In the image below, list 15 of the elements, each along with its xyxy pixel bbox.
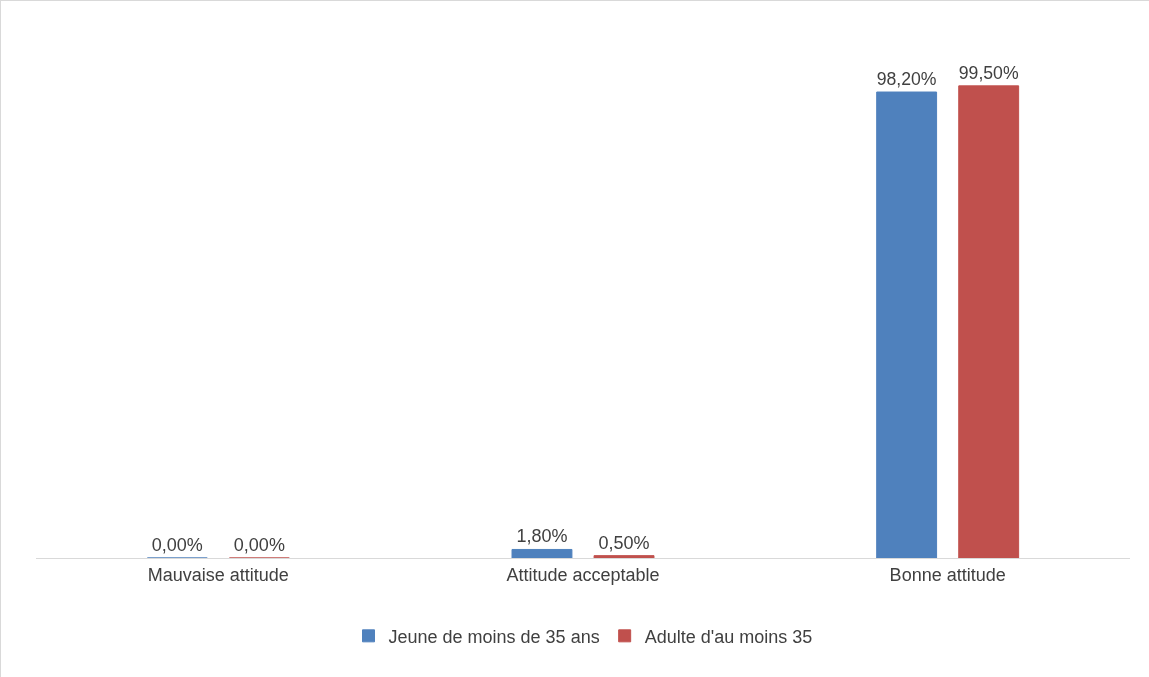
bar — [958, 85, 1020, 558]
data-label: 0,00% — [151, 535, 203, 555]
bar — [593, 555, 655, 558]
x-tick-label: Mauvaise attitude — [147, 564, 289, 585]
bar — [511, 548, 573, 558]
bar — [876, 91, 938, 558]
data-label: 99,50% — [958, 62, 1019, 83]
legend-label: Jeune de moins de 35 ans — [388, 626, 600, 647]
data-label: 98,20% — [876, 69, 937, 90]
x-tick-label: Attitude acceptable — [506, 564, 660, 585]
legend-label: Adulte d'au moins 35 — [644, 626, 813, 647]
data-label: 0,00% — [233, 535, 285, 555]
data-label: 1,80% — [516, 526, 568, 547]
x-tick-label: Bonne attitude — [889, 564, 1006, 585]
data-label: 0,50% — [598, 532, 650, 553]
